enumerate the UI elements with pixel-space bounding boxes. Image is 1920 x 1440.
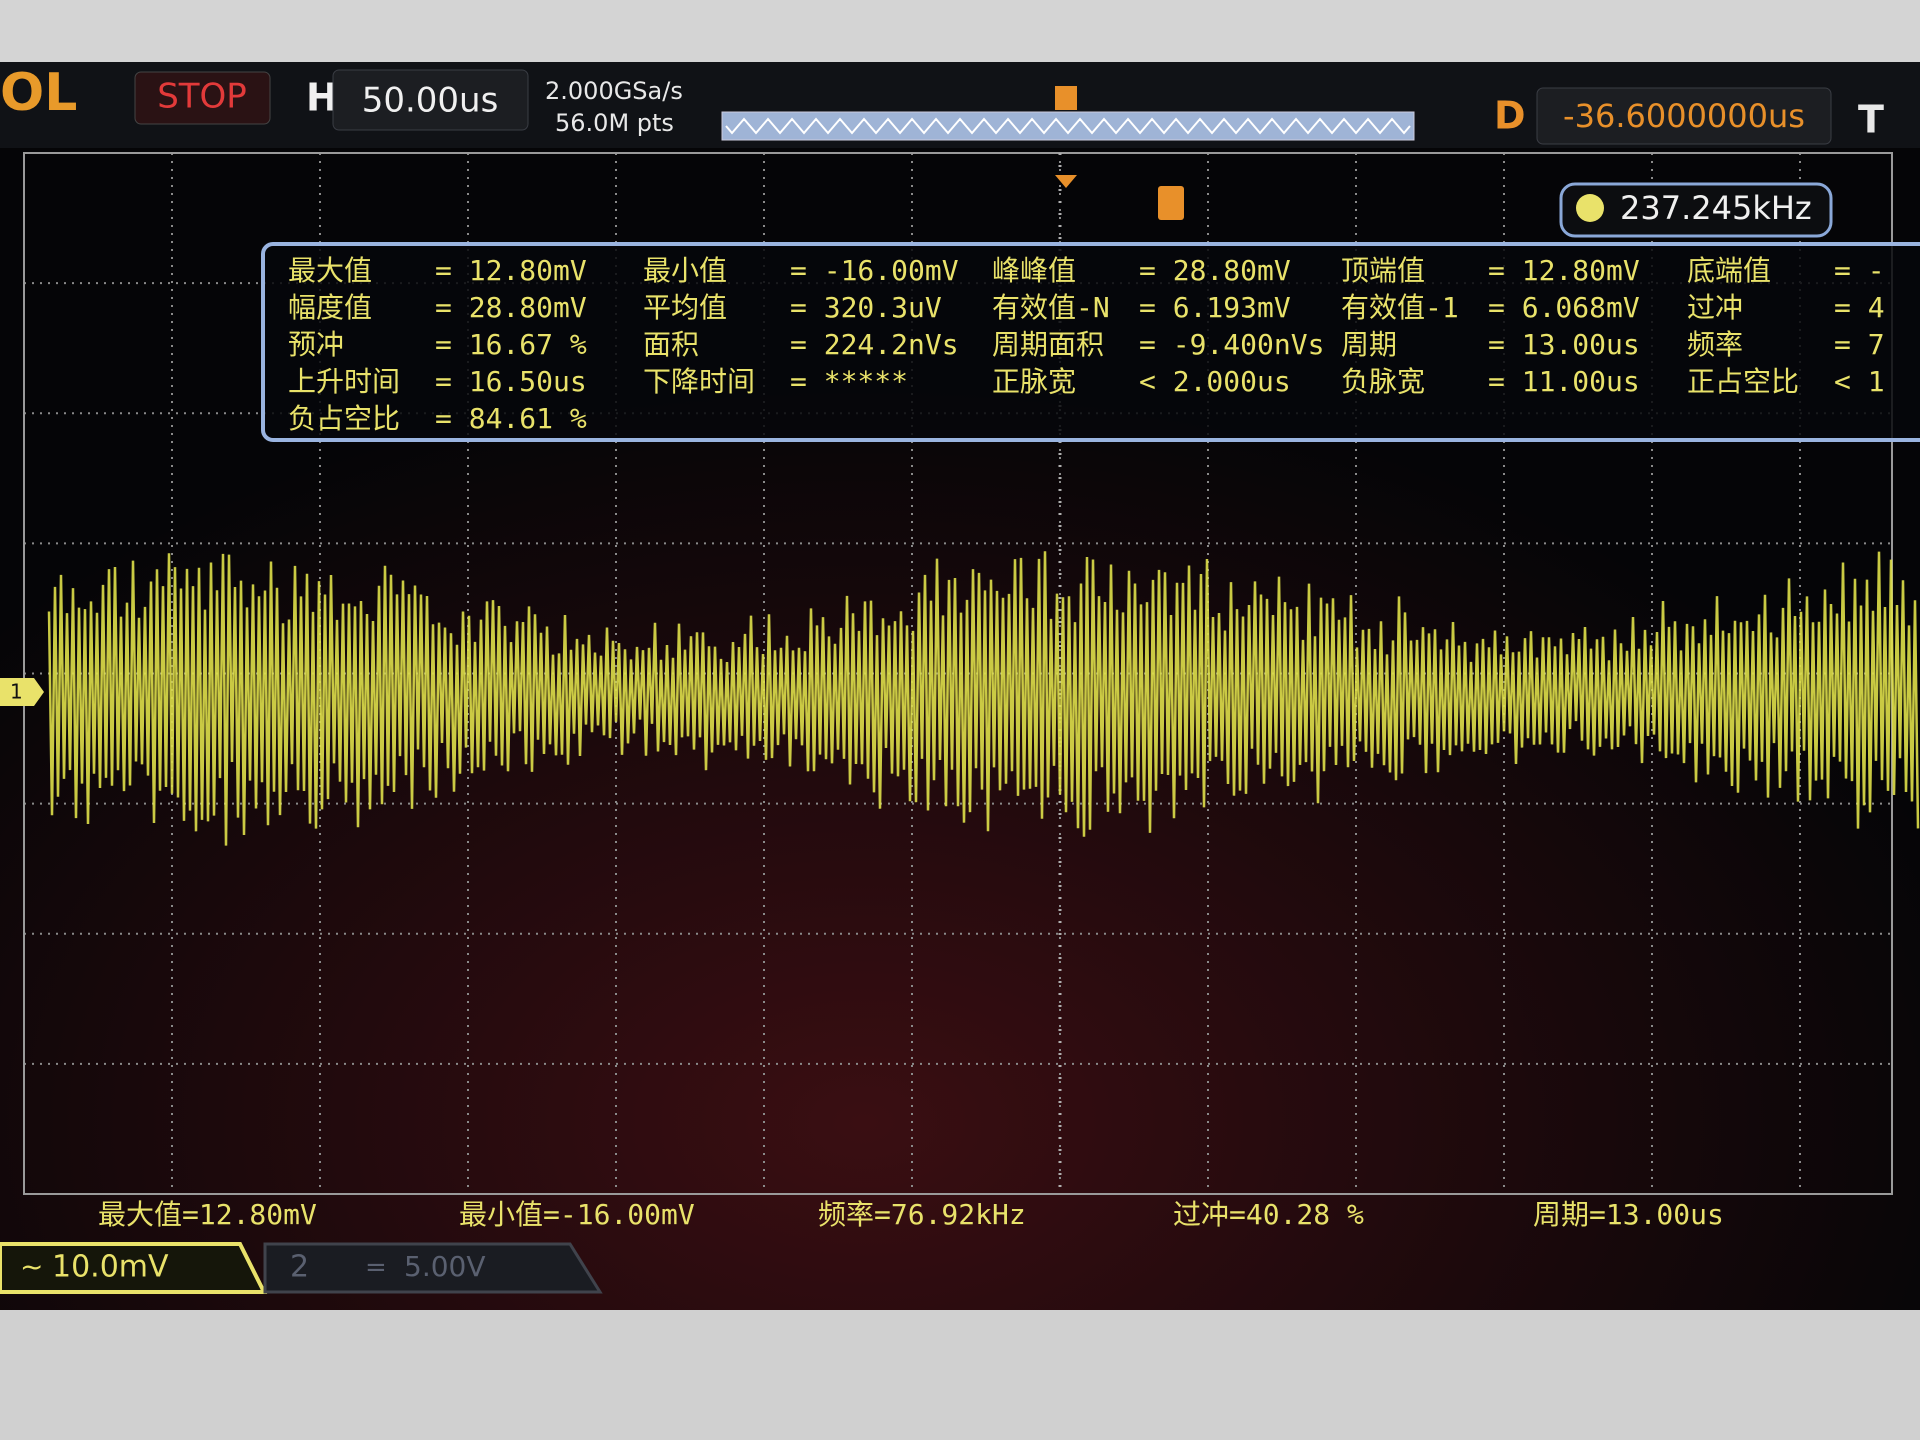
trigger-frequency: 237.245kHz — [1620, 189, 1812, 227]
measurement-value: = 320.3uV — [790, 291, 942, 324]
measurement-value: = -16.00mV — [790, 254, 959, 287]
delay-label: D — [1494, 94, 1526, 138]
bottom-measurement: 最大值=12.80mV — [98, 1198, 317, 1231]
measurement-name: 正脉宽 — [992, 365, 1076, 398]
bezel-bottom — [0, 1310, 1920, 1440]
measurement-value: = 84.61 % — [435, 402, 587, 435]
status-box — [134, 71, 271, 125]
channel-1-marker: 1 — [10, 680, 23, 704]
channel-2-scale: 5.00V — [404, 1250, 486, 1283]
measurement-name: 周期 — [1341, 328, 1397, 361]
channel-1-scale: 10.0mV — [52, 1250, 169, 1285]
measurement-panel — [261, 242, 1920, 442]
measurement-value: = ***** — [790, 365, 908, 398]
measurement-value: = 11.00us — [1488, 365, 1640, 398]
channel-2-marker: 2 — [290, 1250, 309, 1285]
measurement-name: 面积 — [643, 328, 699, 361]
measurement-name: 周期面积 — [992, 328, 1104, 361]
measurement-table: 最大值 = 12.80mV 最小值 = -16.00mV 峰峰值 = 28.80mV 顶端值… — [288, 254, 1885, 435]
bezel-top — [0, 0, 1920, 62]
waveform — [47, 551, 1920, 846]
trigger-frequency-box — [1559, 182, 1833, 238]
bottom-measurements: 最大值=12.80mV 最小值=-16.00mV 频率=76.92kHz 过冲=40.… — [98, 1198, 1724, 1231]
measurement-value: = 4 — [1834, 291, 1885, 324]
measurement-name: 下降时间 — [643, 365, 755, 398]
measurement-name: 峰峰值 — [992, 254, 1076, 287]
logo: OL — [0, 63, 77, 123]
measurement-value: = 28.80mV — [435, 291, 587, 324]
measurement-value: = 13.00us — [1488, 328, 1640, 361]
sample-rate: 2.000GSa/s — [545, 77, 683, 105]
measurement-name: 幅度值 — [288, 291, 372, 324]
measurement-value: < 2.000us — [1139, 365, 1291, 398]
bottom-measurement: 周期=13.00us — [1533, 1198, 1724, 1231]
channel-1-trace — [47, 551, 1920, 846]
measurement-value: = 6.068mV — [1488, 291, 1640, 324]
measurement-name: 正占空比 — [1687, 365, 1799, 398]
measurement-value: = 12.80mV — [435, 254, 587, 287]
measurement-value: = 12.80mV — [1488, 254, 1640, 287]
measurement-name: 有效值-1 — [1341, 291, 1459, 324]
trigger-icon — [1576, 194, 1604, 222]
measurement-name: 上升时间 — [288, 365, 400, 398]
measurement-value: = -9.400nVs — [1139, 328, 1324, 361]
memory-bar — [721, 111, 1415, 141]
delay: -36.6000000us — [1563, 97, 1805, 135]
measurement-name: 最大值 — [288, 254, 372, 287]
timebase: 50.00us — [362, 81, 499, 121]
bottom-measurement: 过冲=40.28 % — [1173, 1198, 1364, 1231]
measurement-value: = - — [1834, 254, 1885, 287]
measurement-value: < 1 — [1834, 365, 1885, 398]
trigger-marker — [1158, 186, 1184, 220]
measurement-name: 平均值 — [643, 291, 727, 324]
measurement-name: 有效值-N — [992, 291, 1110, 324]
measurement-name: 过冲 — [1687, 291, 1743, 324]
delay-box[interactable] — [1536, 87, 1832, 145]
measurement-value: = 224.2nVs — [790, 328, 959, 361]
memory-depth: 56.0M pts — [555, 109, 674, 137]
measurement-name: 预冲 — [288, 328, 344, 361]
measurement-value: = 6.193mV — [1139, 291, 1291, 324]
measurement-value: = 28.80mV — [1139, 254, 1291, 287]
timebase-box[interactable] — [332, 69, 529, 131]
measurement-name: 顶端值 — [1341, 254, 1425, 287]
measurement-name: 负脉宽 — [1341, 365, 1425, 398]
bottom-measurement: 最小值=-16.00mV — [459, 1198, 695, 1231]
measurement-value: = 7 — [1834, 328, 1885, 361]
channel-1-coupling: ~ — [20, 1250, 43, 1283]
measurement-value: = 16.67 % — [435, 328, 587, 361]
trigger-label: T — [1858, 98, 1884, 142]
run-status[interactable]: STOP — [157, 77, 247, 117]
trigger-position-marker — [1055, 86, 1077, 110]
channel-1-offset-marker — [0, 678, 44, 706]
measurement-name: 负占空比 — [288, 402, 400, 435]
measurement-name: 频率 — [1687, 328, 1743, 361]
trigger-time-marker — [1055, 175, 1077, 188]
channel-2-box[interactable] — [263, 1242, 603, 1294]
measurement-value: = 16.50us — [435, 365, 587, 398]
channel-2-coupling: = — [365, 1253, 387, 1283]
measurement-name: 底端值 — [1687, 254, 1771, 287]
memory-wave — [725, 117, 1411, 135]
bottom-measurement: 频率=76.92kHz — [818, 1198, 1026, 1231]
measurement-name: 最小值 — [643, 254, 727, 287]
